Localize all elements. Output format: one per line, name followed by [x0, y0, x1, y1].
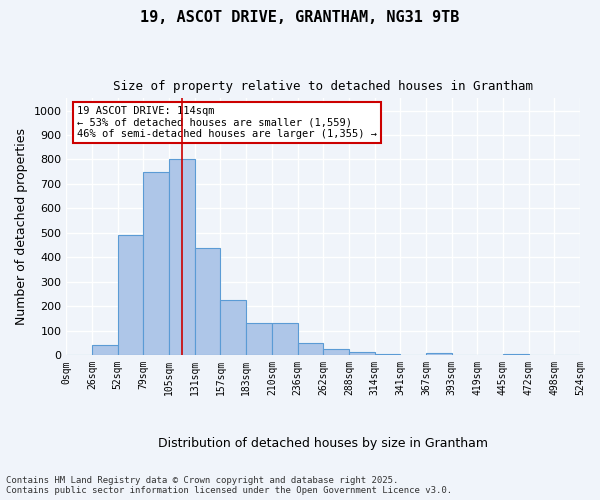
Bar: [323, 348, 349, 355]
Bar: [143, 172, 169, 355]
X-axis label: Distribution of detached houses by size in Grantham: Distribution of detached houses by size …: [158, 437, 488, 450]
Text: Contains HM Land Registry data © Crown copyright and database right 2025.
Contai: Contains HM Land Registry data © Crown c…: [6, 476, 452, 495]
Bar: [374, 354, 400, 355]
Bar: [220, 300, 246, 355]
Bar: [426, 354, 452, 355]
Bar: [195, 248, 220, 355]
Title: Size of property relative to detached houses in Grantham: Size of property relative to detached ho…: [113, 80, 533, 93]
Text: 19 ASCOT DRIVE: 114sqm
← 53% of detached houses are smaller (1,559)
46% of semi-: 19 ASCOT DRIVE: 114sqm ← 53% of detached…: [77, 106, 377, 139]
Bar: [246, 324, 272, 355]
Text: 19, ASCOT DRIVE, GRANTHAM, NG31 9TB: 19, ASCOT DRIVE, GRANTHAM, NG31 9TB: [140, 10, 460, 25]
Y-axis label: Number of detached properties: Number of detached properties: [15, 128, 28, 326]
Bar: [92, 346, 118, 355]
Bar: [503, 354, 529, 355]
Bar: [118, 236, 143, 355]
Bar: [169, 160, 195, 355]
Bar: [349, 352, 374, 355]
Bar: [272, 324, 298, 355]
Bar: [298, 343, 323, 355]
